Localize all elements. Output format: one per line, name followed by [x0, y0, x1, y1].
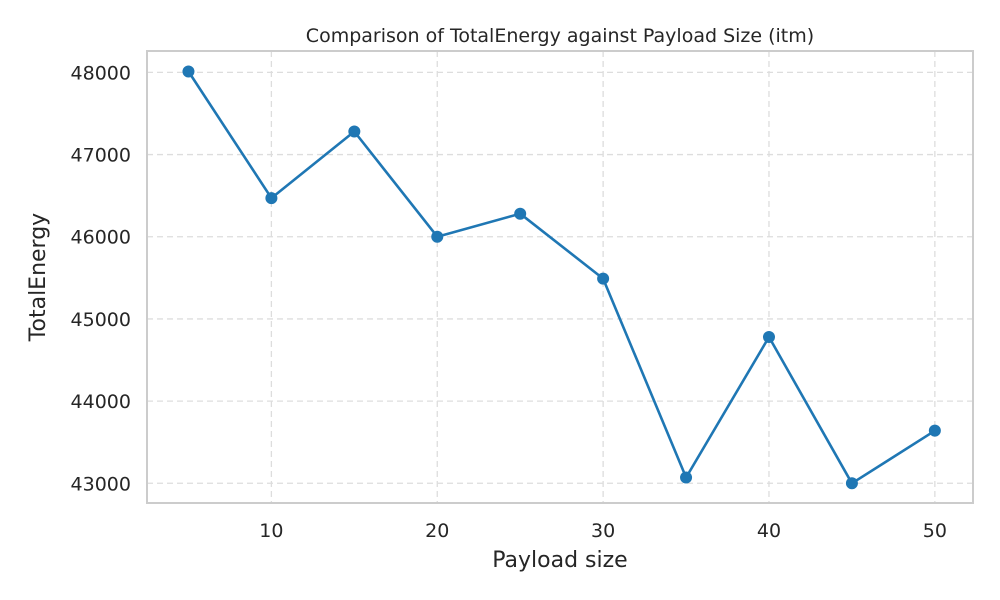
y-tick-label: 48000	[71, 62, 131, 84]
grid	[147, 51, 973, 503]
data-point	[431, 230, 444, 243]
x-axis-label: Payload size	[492, 548, 627, 573]
chart-title: Comparison of TotalEnergy against Payloa…	[306, 25, 814, 47]
y-tick-label: 47000	[71, 145, 131, 167]
data-point	[680, 471, 693, 484]
series-layer	[182, 65, 941, 490]
data-point	[597, 272, 610, 285]
x-tick-label: 40	[757, 520, 781, 542]
data-point	[762, 330, 775, 343]
data-point	[348, 125, 361, 138]
x-tick-label: 10	[259, 520, 283, 542]
y-axis-ticks: 43000 44000 45000 46000 47000 48000	[71, 62, 131, 495]
x-tick-label: 20	[425, 520, 449, 542]
y-tick-label: 44000	[71, 391, 131, 413]
data-point	[845, 477, 858, 490]
x-tick-label: 50	[923, 520, 947, 542]
x-axis-ticks: 10 20 30 40 50	[259, 520, 947, 542]
data-point	[182, 65, 195, 78]
x-tick-label: 30	[591, 520, 615, 542]
y-tick-label: 45000	[71, 309, 131, 331]
data-point	[265, 192, 278, 205]
data-point	[928, 424, 941, 437]
series-line	[187, 70, 936, 485]
y-tick-label: 46000	[71, 227, 131, 249]
data-point	[514, 207, 527, 220]
y-axis-label: TotalEnergy	[26, 213, 51, 342]
y-tick-label: 43000	[71, 473, 131, 495]
plot-frame	[146, 50, 974, 504]
